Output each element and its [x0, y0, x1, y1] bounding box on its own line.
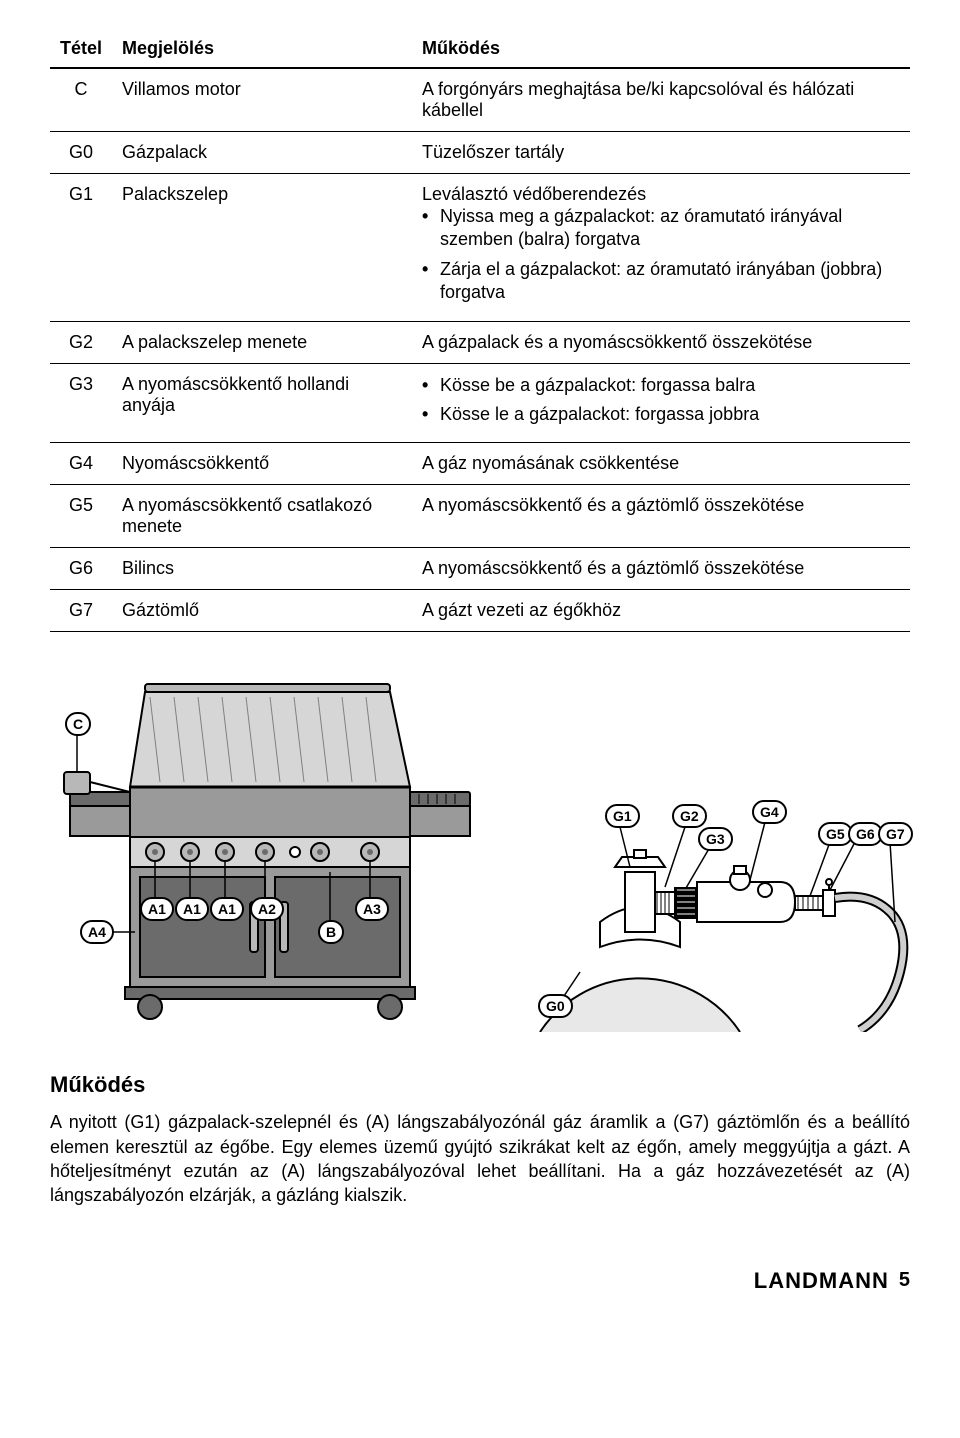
- gas-assembly-diagram: G0G1G2G3G4G5G6G7: [530, 772, 910, 1032]
- col-header-id: Tétel: [50, 30, 112, 68]
- callout-label: G1: [605, 804, 640, 828]
- cell-label: Nyomáscsökkentő: [112, 443, 412, 485]
- col-header-func: Működés: [412, 30, 910, 68]
- table-row: G1PalackszelepLeválasztó védőberendezésN…: [50, 174, 910, 322]
- cell-id: G7: [50, 590, 112, 632]
- func-bullet: Zárja el a gázpalackot: az óramutató irá…: [422, 258, 900, 305]
- brand-logo: LANDMANN: [754, 1268, 889, 1294]
- table-row: CVillamos motorA forgónyárs meghajtása b…: [50, 68, 910, 132]
- section-title: Működés: [50, 1072, 910, 1098]
- cell-func: A forgónyárs meghajtása be/ki kapcsolóva…: [412, 68, 910, 132]
- page-number: 5: [899, 1269, 910, 1292]
- section-body: A nyitott (G1) gázpalack-szelepnél és (A…: [50, 1110, 910, 1207]
- callout-label: A1: [140, 897, 174, 921]
- cell-id: G6: [50, 548, 112, 590]
- table-row: G0GázpalackTüzelőszer tartály: [50, 132, 910, 174]
- grill-diagram: CA1A1A1A2A3A4B: [50, 672, 490, 1032]
- cell-label: Gázpalack: [112, 132, 412, 174]
- page-footer: LANDMANN 5: [50, 1268, 910, 1294]
- callout-label: G2: [672, 804, 707, 828]
- cell-func: Kösse be a gázpalackot: forgassa balra Kö…: [412, 363, 910, 443]
- diagrams-row: CA1A1A1A2A3A4B G0G1G2G3G4G5G6G7: [50, 672, 910, 1032]
- func-bullet: Nyissa meg a gázpalackot: az óramutató i…: [422, 205, 900, 252]
- cell-func: A gáz nyomásának csökkentése: [412, 443, 910, 485]
- cell-func: A nyomáscsökkentő és a gáztömlő összeköt…: [412, 485, 910, 548]
- cell-id: C: [50, 68, 112, 132]
- cell-label: Bilincs: [112, 548, 412, 590]
- cell-func: A gázt vezeti az égőkhöz: [412, 590, 910, 632]
- cell-id: G4: [50, 443, 112, 485]
- cell-func: Leválasztó védőberendezésNyissa meg a gá…: [412, 174, 910, 322]
- callout-label: G4: [752, 800, 787, 824]
- table-row: G4NyomáscsökkentőA gáz nyomásának csökke…: [50, 443, 910, 485]
- table-row: G2A palackszelep meneteA gázpalack és a …: [50, 321, 910, 363]
- callout-label: A3: [355, 897, 389, 921]
- cell-func: A gázpalack és a nyomáscsökkentő összekö…: [412, 321, 910, 363]
- func-bullet: Kösse le a gázpalackot: forgassa jobbra: [422, 403, 900, 426]
- cell-func: Tüzelőszer tartály: [412, 132, 910, 174]
- func-bullet: Kösse be a gázpalackot: forgassa balra: [422, 374, 900, 397]
- callout-label: G0: [538, 994, 573, 1018]
- cell-label: Villamos motor: [112, 68, 412, 132]
- callout-label: A4: [80, 920, 114, 944]
- cell-label: A palackszelep menete: [112, 321, 412, 363]
- cell-label: A nyomáscsökkentő csatlakozó menete: [112, 485, 412, 548]
- callout-label: G7: [878, 822, 913, 846]
- cell-id: G0: [50, 132, 112, 174]
- table-row: G7GáztömlőA gázt vezeti az égőkhöz: [50, 590, 910, 632]
- callout-label: B: [318, 920, 344, 944]
- table-row: G5A nyomáscsökkentő csatlakozó meneteA n…: [50, 485, 910, 548]
- cell-label: Palackszelep: [112, 174, 412, 322]
- callout-label: G3: [698, 827, 733, 851]
- callout-label: C: [65, 712, 91, 736]
- cell-id: G3: [50, 363, 112, 443]
- cell-label: A nyomáscsökkentő hollandi anyája: [112, 363, 412, 443]
- cell-id: G1: [50, 174, 112, 322]
- cell-id: G2: [50, 321, 112, 363]
- callout-label: A1: [210, 897, 244, 921]
- cell-id: G5: [50, 485, 112, 548]
- col-header-label: Megjelölés: [112, 30, 412, 68]
- cell-func: A nyomáscsökkentő és a gáztömlő összeköt…: [412, 548, 910, 590]
- table-row: G3A nyomáscsökkentő hollandi anyájaKösse…: [50, 363, 910, 443]
- cell-label: Gáztömlő: [112, 590, 412, 632]
- parts-table: Tétel Megjelölés Működés CVillamos motor…: [50, 30, 910, 632]
- callout-label: A1: [175, 897, 209, 921]
- callout-label: A2: [250, 897, 284, 921]
- table-row: G6BilincsA nyomáscsökkentő és a gáztömlő…: [50, 548, 910, 590]
